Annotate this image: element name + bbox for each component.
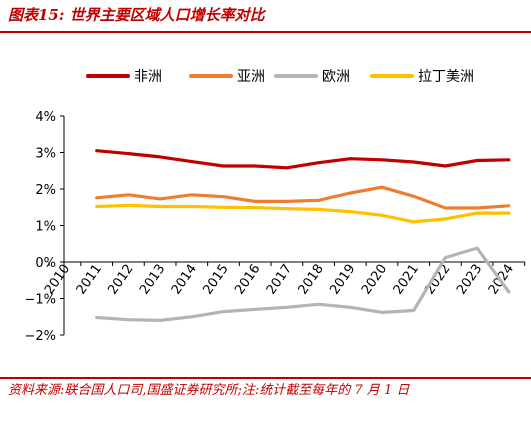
x-tick-label: 2011 [74,262,105,298]
y-tick-label: 3% [35,147,56,162]
source-note: 资料来源:联合国人口司,国盛证券研究所;注:统计截至每年的 7 月 1 日 [8,383,410,398]
source-divider [0,377,531,379]
x-tick-label: 2014 [169,262,200,298]
x-tick-label: 2012 [105,262,136,298]
legend-label-europe: 欧洲 [322,69,350,85]
x-tick-label: 2018 [296,262,327,298]
title-divider [0,31,531,33]
series-line-europe [95,246,511,322]
series-line-africa [95,149,511,170]
x-tick-label: 2015 [201,262,232,298]
legend-label-africa: 非洲 [134,69,162,85]
chart-series-lines [95,149,511,322]
figure-title: 图表15: 世界主要区域人口增长率对比 [8,6,265,24]
x-tick-label: 2016 [232,262,263,298]
y-tick-label: 2% [35,183,56,198]
y-tick-label: −2% [24,329,56,344]
series-line-latin_america [95,203,511,224]
legend-label-latin_america: 拉丁美洲 [418,69,474,85]
chart-legend: 非洲 亚洲 欧洲 拉丁美洲 [86,69,474,85]
line-chart: 4%3%2%1%0%−1%−2%2010 2011 2012 2013 2014 2015… [24,69,526,344]
x-tick-label: 2019 [327,262,358,298]
series-line-asia [95,185,511,210]
x-tick-label: 2023 [454,262,485,298]
x-tick-label: 2017 [264,262,295,298]
y-tick-label: 4% [35,110,56,125]
y-tick-label: 0% [35,256,56,271]
y-tick-label: 1% [35,220,56,235]
x-tick-label: 2013 [137,262,168,298]
legend-label-asia: 亚洲 [237,69,265,85]
x-tick-label: 2020 [359,262,390,298]
x-tick-label: 2021 [391,262,422,298]
y-tick-label: −1% [24,293,56,308]
